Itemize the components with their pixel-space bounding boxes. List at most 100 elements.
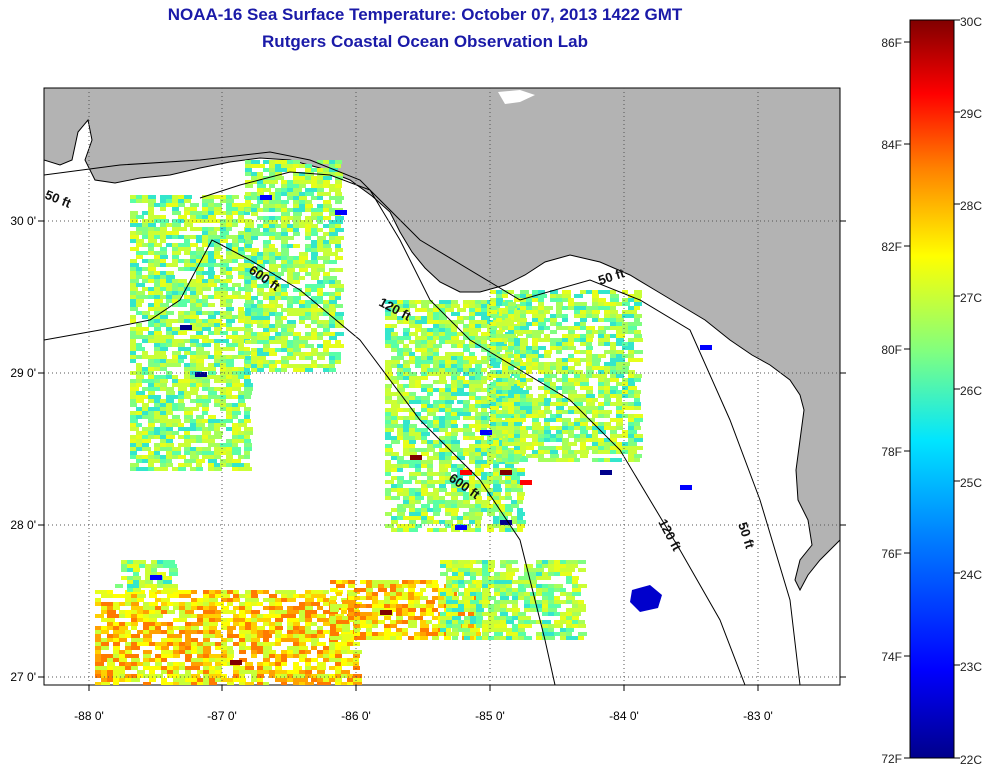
sst-pixel — [136, 371, 142, 375]
sst-pixel — [562, 342, 570, 346]
sst-pixel — [616, 366, 622, 370]
sst-pixel — [538, 370, 546, 374]
sst-pixel — [502, 374, 510, 378]
sst-pixel — [130, 271, 136, 275]
sst-pixel — [136, 271, 142, 275]
colorbar — [909, 19, 955, 759]
sst-pixel — [450, 632, 459, 636]
sst-pixel — [397, 364, 405, 368]
sst-pixel — [203, 622, 210, 626]
sst-pixel — [142, 315, 149, 319]
sst-pixel — [275, 340, 282, 344]
sst-pixel — [208, 263, 214, 267]
sst-pixel — [502, 422, 509, 426]
sst-pixel — [251, 320, 257, 324]
sst-pixel — [421, 492, 430, 496]
sst-pixel — [427, 320, 435, 324]
sst-pixel — [572, 616, 579, 620]
sst-pixel — [378, 636, 386, 640]
sst-pixel — [245, 626, 252, 630]
sst-pixel — [245, 300, 254, 304]
sst-pixel — [542, 572, 550, 576]
sst-pixel — [157, 564, 164, 568]
sst-pixel — [257, 642, 264, 646]
sst-pixel — [511, 520, 518, 524]
sst-pixel — [215, 678, 224, 682]
sst-pixel — [415, 380, 421, 384]
sst-pixel — [397, 524, 406, 528]
sst-pixel — [196, 451, 205, 455]
sst-pixel — [409, 464, 415, 468]
sst-pixel — [578, 600, 584, 604]
sst-pixel — [251, 196, 260, 200]
sst-pixel — [415, 488, 423, 492]
sst-pixel — [457, 316, 465, 320]
sst-pixel — [550, 322, 557, 326]
sst-pixel — [184, 339, 191, 343]
sst-pixel — [190, 251, 198, 255]
sst-pixel — [403, 420, 410, 424]
sst-pixel — [293, 308, 301, 312]
sst-pixel — [414, 600, 420, 604]
sst-pixel — [166, 443, 174, 447]
sst-pixel — [143, 650, 152, 654]
sst-pixel — [574, 338, 582, 342]
sst-pixel — [160, 227, 167, 231]
sst-pixel — [397, 316, 403, 320]
sst-pixel — [299, 264, 306, 268]
sst-pixel — [604, 362, 613, 366]
sst-pixel — [445, 372, 454, 376]
sst-pixel — [269, 276, 277, 280]
sst-pixel — [445, 480, 451, 484]
sst-pixel — [275, 670, 282, 674]
sst-pixel — [311, 312, 319, 316]
sst-pixel — [148, 367, 157, 371]
sst-pixel — [269, 340, 277, 344]
sst-pixel — [263, 352, 271, 356]
sst-pixel — [133, 576, 141, 580]
sst-pixel — [439, 472, 447, 476]
sst-pixel — [578, 584, 587, 588]
sst-pixel — [505, 504, 512, 508]
sst-pixel — [257, 308, 266, 312]
sst-pixel — [538, 306, 547, 310]
sst-pixel — [137, 662, 143, 666]
sst-pixel — [167, 670, 176, 674]
sst-pixel — [142, 251, 149, 255]
sst-pixel — [202, 383, 210, 387]
sst-pixel — [433, 472, 442, 476]
sst-pixel — [532, 366, 538, 370]
sst-pixel — [136, 323, 142, 327]
sst-pixel — [148, 271, 157, 275]
sst-pixel — [622, 370, 631, 374]
sst-pixel — [269, 348, 277, 352]
sst-pixel — [396, 636, 402, 640]
sst-pixel — [482, 612, 491, 616]
sst-pixel — [190, 323, 197, 327]
sst-pixel — [500, 470, 512, 475]
sst-pixel — [470, 568, 479, 572]
sst-pixel — [311, 328, 317, 332]
sst-pixel — [366, 584, 372, 588]
sst-pixel — [562, 338, 569, 342]
sst-pixel — [568, 410, 575, 414]
sst-pixel — [179, 674, 187, 678]
sst-pixel — [214, 343, 220, 347]
sst-pixel — [299, 614, 306, 618]
sst-pixel — [548, 560, 554, 564]
sst-pixel — [178, 235, 186, 239]
sst-pixel — [142, 355, 150, 359]
sst-pixel — [421, 304, 429, 308]
sst-pixel — [190, 327, 199, 331]
sst-pixel — [137, 630, 143, 634]
sst-pixel — [208, 355, 217, 359]
sst-pixel — [574, 302, 580, 306]
sst-pixel — [173, 678, 179, 682]
sst-pixel — [155, 614, 163, 618]
sst-pixel — [238, 315, 244, 319]
sst-pixel — [568, 430, 574, 434]
sst-pixel — [572, 592, 581, 596]
sst-pixel — [390, 592, 397, 596]
sst-pixel — [481, 416, 489, 420]
sst-pixel — [616, 446, 624, 450]
